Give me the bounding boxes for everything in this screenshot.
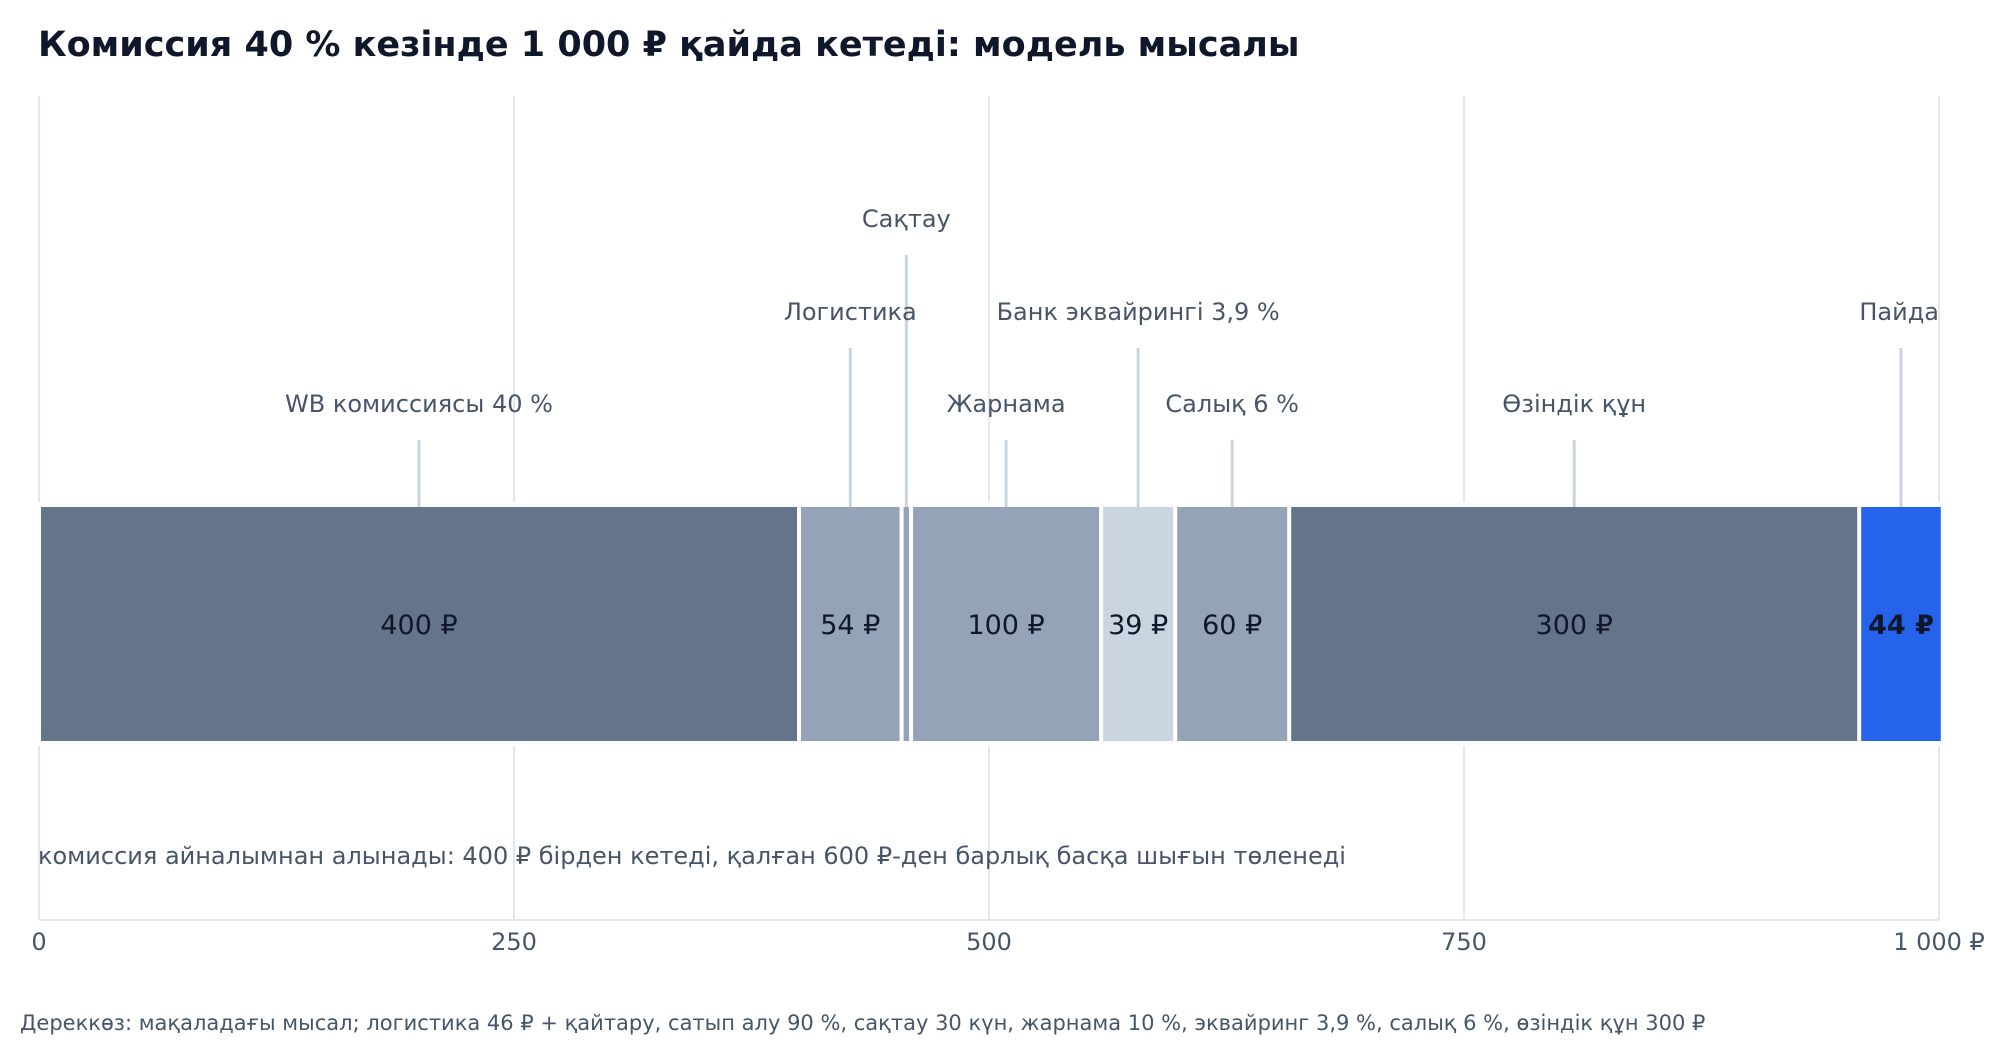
x-tick-label-1: 250 [491, 928, 537, 956]
category-label-0: WB комиссиясы 40 % [285, 390, 553, 418]
bar-value-label-6: 300 ₽ [1536, 610, 1613, 641]
bar-segment-0 [41, 507, 797, 741]
bar-value-label-4: 39 ₽ [1108, 610, 1168, 641]
annotation-note: комиссия айналымнан алынады: 400 ₽ бірде… [38, 842, 1346, 870]
category-label-6: Өзіндік құн [1502, 390, 1646, 418]
bar-value-label-0: 400 ₽ [380, 610, 457, 641]
bar-segment-7 [1861, 507, 1941, 741]
x-tick-label-2: 500 [966, 928, 1012, 956]
category-label-2: Сақтау [862, 205, 951, 233]
bar-segment-2 [903, 507, 910, 741]
category-label-7: Пайда [1859, 298, 1939, 326]
bar-segment-4 [1103, 507, 1174, 741]
bar-segments [41, 507, 1941, 741]
bar-segment-5 [1177, 507, 1288, 741]
bar-segment-1 [801, 507, 900, 741]
bar-value-label-7: 44 ₽ [1868, 610, 1934, 641]
segment-labels: 400 ₽ WB комиссиясы 40 % 54 ₽ Логистика Сақт… [285, 205, 1939, 641]
grid-lines [38, 96, 1940, 920]
x-tick-label-3: 750 [1441, 928, 1487, 956]
x-tick-label-4: 1 000 ₽ [1893, 928, 1985, 956]
bar-value-label-5: 60 ₽ [1202, 610, 1262, 641]
bar-value-label-1: 54 ₽ [820, 610, 880, 641]
category-label-1: Логистика [784, 298, 917, 326]
leader-lines [417, 255, 1903, 507]
bar-segment-6 [1291, 507, 1858, 741]
bar-value-label-3: 100 ₽ [967, 610, 1044, 641]
category-label-3: Жарнама [947, 390, 1066, 418]
bar-segment-3 [913, 507, 1100, 741]
x-tick-label-0: 0 [31, 928, 46, 956]
category-label-5: Салық 6 % [1165, 390, 1299, 418]
x-axis: 0 250 500 750 1 000 ₽ [31, 919, 1985, 956]
chart-title: Комиссия 40 % кезінде 1 000 ₽ қайда кете… [38, 25, 1300, 65]
source-note: Дереккөз: мақаладағы мысал; логистика 46… [20, 1011, 1705, 1035]
category-label-4: Банк эквайрингі 3,9 % [997, 298, 1280, 326]
